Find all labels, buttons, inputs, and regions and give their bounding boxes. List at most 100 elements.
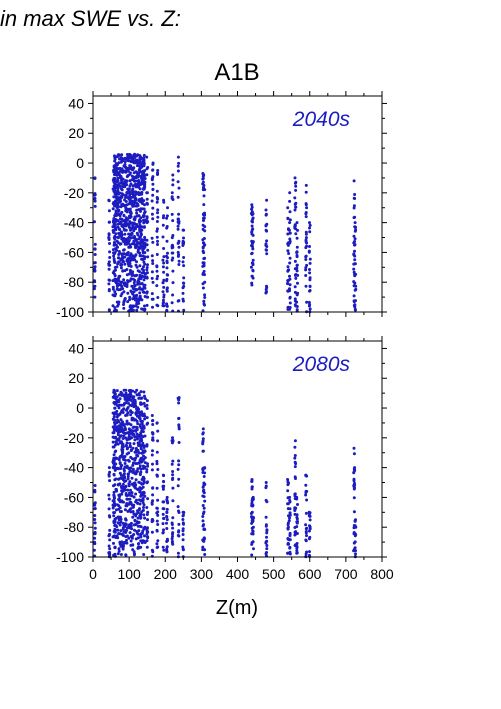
data-point	[111, 225, 115, 229]
data-point	[122, 290, 126, 294]
data-point	[161, 530, 165, 534]
data-point	[288, 296, 292, 300]
data-point	[129, 413, 133, 417]
data-point	[111, 535, 115, 539]
data-point	[113, 279, 117, 283]
data-point	[177, 299, 181, 303]
data-point	[129, 252, 133, 256]
data-point	[113, 274, 117, 278]
data-point	[161, 281, 165, 285]
data-point	[305, 534, 308, 538]
data-point	[155, 189, 159, 193]
data-point	[201, 519, 205, 523]
data-point	[117, 458, 121, 462]
data-point	[130, 416, 134, 420]
data-point	[114, 427, 118, 431]
data-point	[286, 206, 290, 210]
data-point	[117, 549, 121, 553]
data-point	[155, 506, 159, 510]
data-point	[131, 187, 135, 191]
data-point	[155, 303, 159, 307]
data-point	[133, 402, 137, 405]
data-point	[305, 550, 309, 554]
data-point	[125, 452, 129, 456]
data-point	[251, 242, 255, 245]
data-point	[251, 247, 255, 251]
data-point	[304, 523, 308, 527]
data-point	[146, 166, 150, 169]
data-point	[113, 294, 117, 298]
data-point	[182, 228, 186, 232]
data-point	[202, 263, 206, 267]
data-point	[126, 477, 130, 481]
data-point	[118, 173, 122, 177]
data-point	[171, 516, 175, 520]
data-point	[155, 229, 159, 233]
data-point	[111, 304, 115, 308]
data-point	[139, 396, 143, 400]
data-point	[162, 293, 166, 297]
data-point	[305, 498, 309, 502]
data-point	[121, 482, 125, 486]
data-point	[294, 506, 298, 510]
data-point	[129, 455, 133, 459]
data-point	[202, 539, 206, 543]
data-point	[177, 398, 181, 402]
data-point	[162, 480, 166, 484]
data-point	[156, 498, 160, 502]
data-point	[176, 217, 180, 221]
data-point	[128, 220, 132, 224]
data-point	[286, 281, 290, 285]
data-point	[142, 170, 146, 174]
data-point	[202, 212, 206, 216]
data-point	[165, 286, 169, 290]
data-point	[127, 422, 131, 426]
data-point	[126, 446, 130, 450]
data-point	[252, 547, 255, 551]
data-point	[108, 528, 112, 532]
data-point	[130, 429, 134, 433]
data-point	[202, 475, 206, 478]
data-point	[137, 219, 141, 223]
data-point	[128, 153, 132, 157]
data-point	[145, 155, 149, 159]
data-point	[155, 459, 159, 463]
data-point	[352, 267, 356, 271]
data-point	[250, 510, 254, 514]
data-point	[128, 193, 132, 197]
data-point	[93, 507, 97, 511]
data-point	[107, 267, 111, 271]
data-point	[118, 499, 122, 503]
data-point	[161, 258, 165, 262]
data-point	[117, 227, 121, 231]
data-point	[107, 238, 111, 241]
data-point	[116, 219, 120, 223]
data-point	[304, 246, 308, 250]
data-point	[295, 292, 299, 296]
data-point	[112, 257, 116, 261]
data-point	[93, 242, 97, 246]
data-point	[139, 297, 143, 301]
data-point	[112, 230, 115, 234]
data-point	[353, 546, 357, 550]
data-point	[156, 239, 159, 243]
data-point	[115, 389, 119, 393]
data-point	[171, 473, 175, 477]
data-point	[135, 214, 139, 218]
data-point	[171, 499, 175, 503]
data-point	[113, 308, 117, 312]
data-point	[126, 169, 130, 173]
y-tick-label: 0	[76, 155, 84, 171]
data-point	[165, 308, 169, 312]
data-point	[138, 254, 142, 258]
data-point	[265, 535, 268, 539]
data-point	[264, 515, 268, 519]
data-point	[142, 268, 145, 272]
data-point	[295, 250, 299, 254]
data-point	[117, 393, 121, 397]
data-point	[288, 261, 292, 265]
data-point	[122, 469, 126, 473]
data-point	[126, 488, 130, 492]
data-point	[166, 251, 169, 255]
data-point	[308, 230, 312, 234]
